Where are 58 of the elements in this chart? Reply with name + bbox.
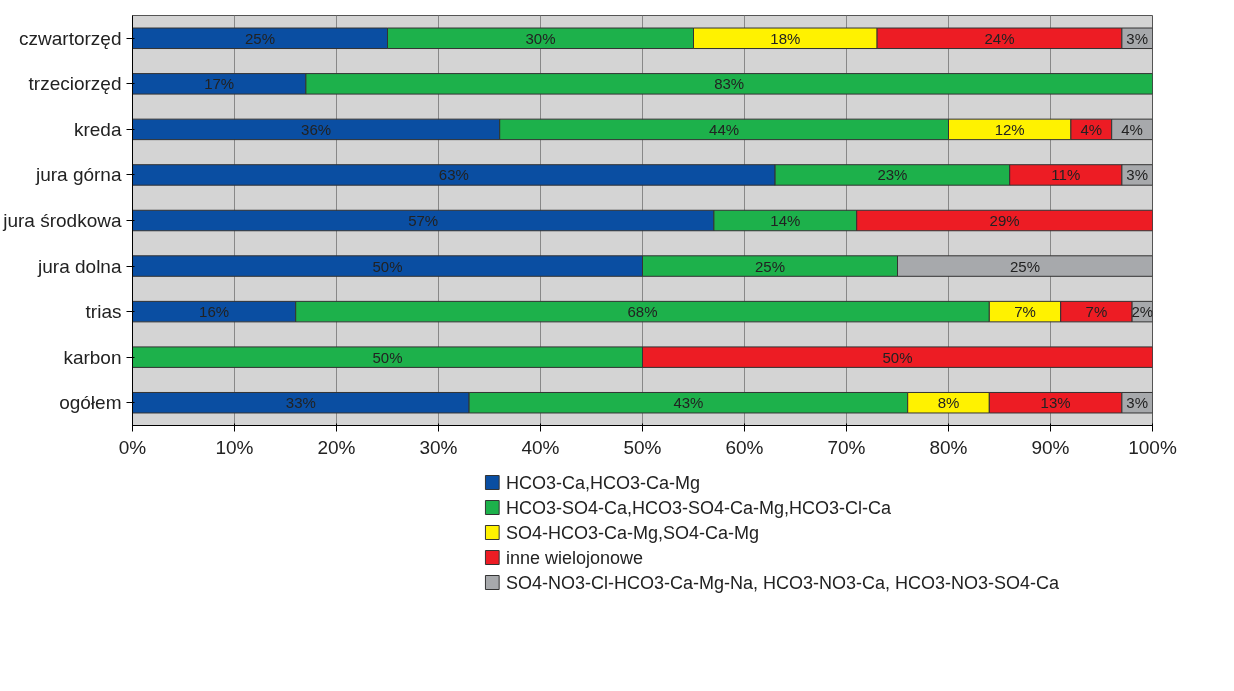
legend-label: HCO3-SO4-Ca,HCO3-SO4-Ca-Mg,HCO3-Cl-Ca [506, 497, 893, 518]
data-label: 43% [673, 394, 704, 412]
x-tick-label: 40% [521, 436, 560, 458]
data-label: 25% [244, 29, 276, 47]
data-label: 7% [1014, 303, 1036, 321]
x-tick-label: 90% [1031, 436, 1070, 458]
data-label: 83% [714, 75, 745, 93]
data-label: 29% [989, 212, 1020, 229]
y-tick-label: kreda [73, 118, 122, 140]
legend-label: inne wielojonowe [506, 547, 644, 568]
data-label: 25% [1009, 257, 1041, 275]
x-tick-label: 0% [118, 436, 147, 458]
data-label: 50% [882, 348, 913, 366]
data-label: 3% [1126, 394, 1149, 412]
data-label: 7% [1085, 303, 1108, 321]
data-label: 44% [709, 120, 740, 138]
x-tick-label: 70% [827, 436, 866, 458]
y-tick-label: ogółem [59, 392, 122, 414]
data-label: 33% [285, 394, 316, 412]
x-tick-label: 100% [1128, 436, 1177, 458]
x-tick-label: 80% [929, 436, 968, 458]
x-tick-label: 30% [419, 436, 458, 458]
data-label: 63% [438, 166, 469, 184]
legend-label: SO4-NO3-Cl-HCO3-Ca-Mg-Na, HCO3-NO3-Ca, HCO3-NO3-SO4-Ca [506, 572, 1061, 593]
x-tick-label: 50% [623, 436, 662, 458]
data-label: 8% [937, 394, 960, 412]
data-label: 68% [627, 303, 658, 321]
y-tick-label: jura środkowa [2, 210, 122, 231]
x-tick-label: 20% [317, 436, 356, 458]
y-tick-label: trzeciorzęd [28, 73, 122, 95]
data-label: 4% [1121, 120, 1143, 138]
data-label: 3% [1126, 29, 1149, 47]
legend-label: HCO3-Ca,HCO3-Ca-Mg [506, 472, 701, 493]
y-tick-label: czwartorzęd [19, 27, 122, 49]
y-tick-label: jura dolna [37, 255, 122, 277]
data-label: 17% [204, 75, 235, 93]
data-label: 16% [199, 303, 230, 321]
data-label: 25% [754, 257, 786, 275]
data-label: 4% [1080, 120, 1103, 138]
x-tick-label: 60% [725, 436, 764, 458]
data-label: 11% [1051, 166, 1081, 184]
data-label: 36% [301, 120, 332, 138]
y-tick-label: trias [85, 301, 122, 323]
data-label: 18% [770, 29, 801, 47]
data-label: 50% [372, 348, 403, 366]
data-label: 23% [877, 166, 908, 184]
y-tick-label: karbon [63, 346, 122, 368]
y-tick-label: jura górna [34, 164, 122, 186]
data-label: 13% [1040, 394, 1071, 412]
data-label: 50% [372, 257, 403, 275]
x-tick-label: 10% [215, 436, 254, 458]
data-label: 24% [984, 29, 1015, 47]
data-label: 30% [525, 29, 556, 47]
data-label: 57% [408, 212, 439, 229]
data-label: 12% [994, 120, 1025, 138]
data-label: 3% [1126, 166, 1149, 184]
data-label: 14% [770, 212, 801, 229]
legend-label: SO4-HCO3-Ca-Mg,SO4-Ca-Mg [506, 522, 760, 543]
